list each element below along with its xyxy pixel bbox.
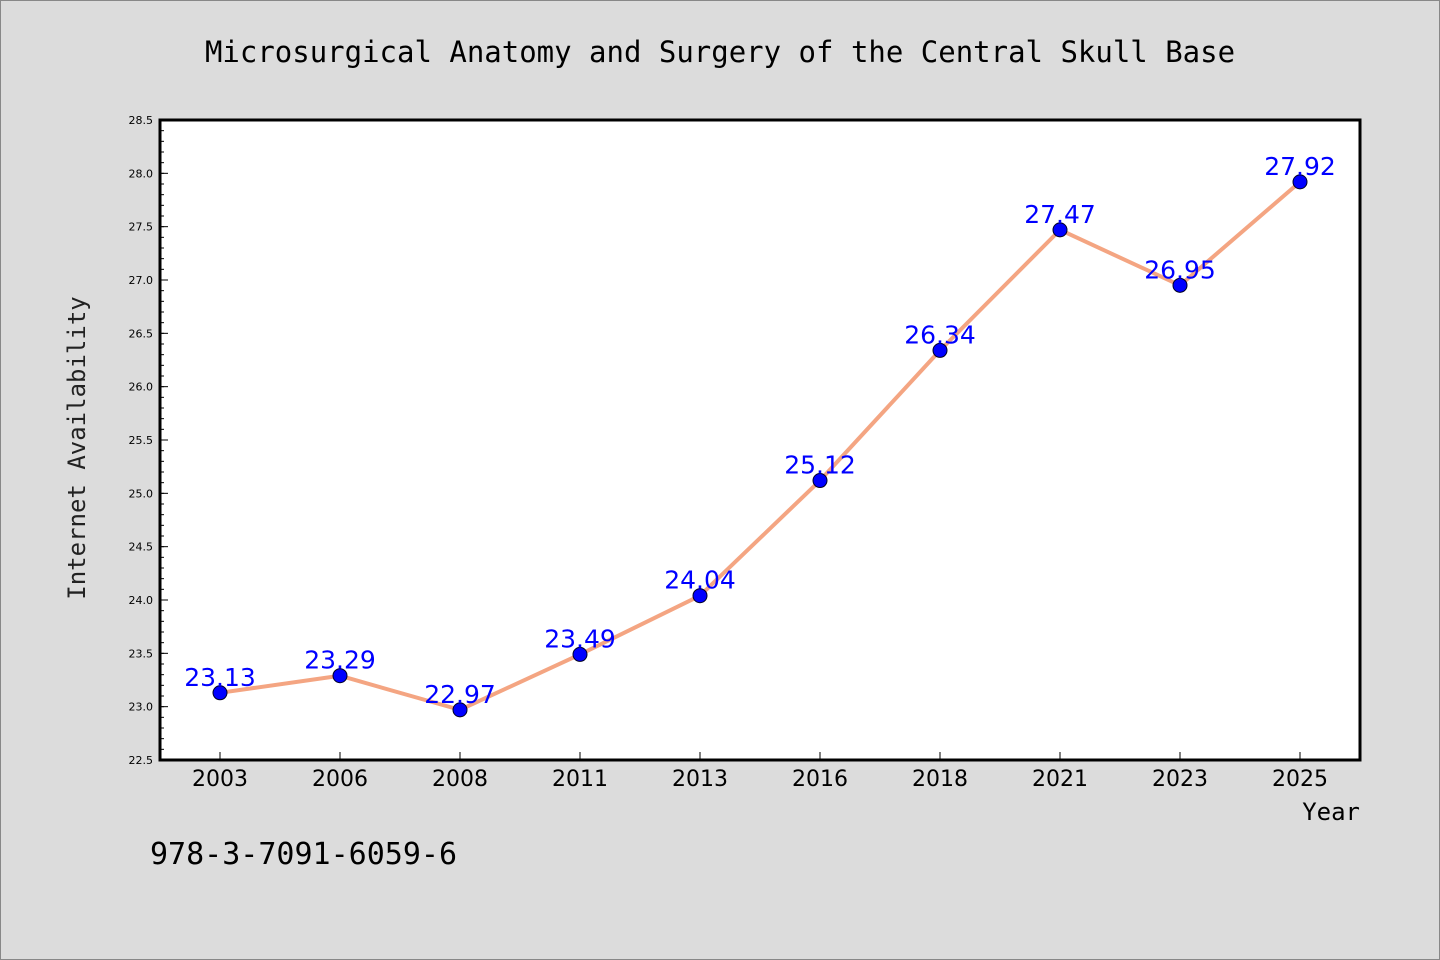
x-tick-label: 2018 xyxy=(912,767,968,792)
data-label: 24.04 xyxy=(664,566,736,595)
data-point xyxy=(812,473,828,489)
data-point xyxy=(212,685,228,701)
x-tick-label: 2021 xyxy=(1032,767,1088,792)
y-tick-label: 28.0 xyxy=(129,167,154,180)
data-point xyxy=(1172,277,1188,293)
y-tick-label: 27.0 xyxy=(129,274,154,287)
data-point xyxy=(932,342,948,358)
x-tick-label: 2013 xyxy=(672,767,728,792)
x-tick-label: 2023 xyxy=(1152,767,1208,792)
x-tick-label: 2006 xyxy=(312,767,368,792)
series-line xyxy=(219,180,1302,712)
data-point xyxy=(1052,222,1068,238)
data-point xyxy=(692,588,708,604)
y-tick-label: 25.0 xyxy=(129,487,154,500)
data-label: 23.13 xyxy=(184,663,256,692)
x-axis-label: Year xyxy=(1302,798,1360,826)
x-tick-label: 2011 xyxy=(552,767,608,792)
data-point xyxy=(1292,174,1308,190)
x-tick-label: 2003 xyxy=(192,767,248,792)
y-tick-label: 22.5 xyxy=(129,754,154,767)
y-tick-label: 26.5 xyxy=(129,327,154,340)
x-axis: 2003 2006 2008 2011 2013 2016 2018 2021 2023 2025 xyxy=(192,752,1328,792)
data-label: 26.34 xyxy=(904,320,976,349)
data-points xyxy=(212,174,1308,718)
data-point xyxy=(332,668,348,684)
data-label: 23.29 xyxy=(304,646,376,675)
data-label: 27.47 xyxy=(1024,200,1096,229)
data-label: 22.97 xyxy=(424,680,496,709)
x-tick-label: 2008 xyxy=(432,767,488,792)
y-tick-label: 26.0 xyxy=(129,381,154,394)
x-tick-label: 2016 xyxy=(792,767,848,792)
y-tick-label: 23.0 xyxy=(129,701,154,714)
data-label: 27.92 xyxy=(1264,152,1336,181)
x-tick-label: 2025 xyxy=(1272,767,1328,792)
y-tick-label: 27.5 xyxy=(129,221,154,234)
y-tick-label: 24.0 xyxy=(129,594,154,607)
data-label: 23.49 xyxy=(544,624,616,653)
data-point xyxy=(452,702,468,718)
y-tick-label: 24.5 xyxy=(129,541,154,554)
y-tick-label: 28.5 xyxy=(129,114,154,127)
plot-area xyxy=(158,118,1362,762)
y-tick-label: 23.5 xyxy=(129,647,154,660)
series-line-group xyxy=(219,180,1302,712)
y-axis-label: Internet Availability xyxy=(63,296,91,599)
data-point xyxy=(572,646,588,662)
data-label: 25.12 xyxy=(784,451,856,480)
y-axis: 22.5 23.0 23.5 24.0 24.5 25.0 25.5 26.0 26.5 27.0… xyxy=(129,114,168,767)
data-label: 26.95 xyxy=(1144,255,1216,284)
chart-title: Microsurgical Anatomy and Surgery of the… xyxy=(205,35,1235,69)
y-tick-label: 25.5 xyxy=(129,434,154,447)
isbn-text: 978-3-7091-6059-6 xyxy=(150,837,457,872)
data-labels: 23.13 23.29 22.97 23.49 24.04 25.12 26.34 27.47… xyxy=(184,152,1336,709)
